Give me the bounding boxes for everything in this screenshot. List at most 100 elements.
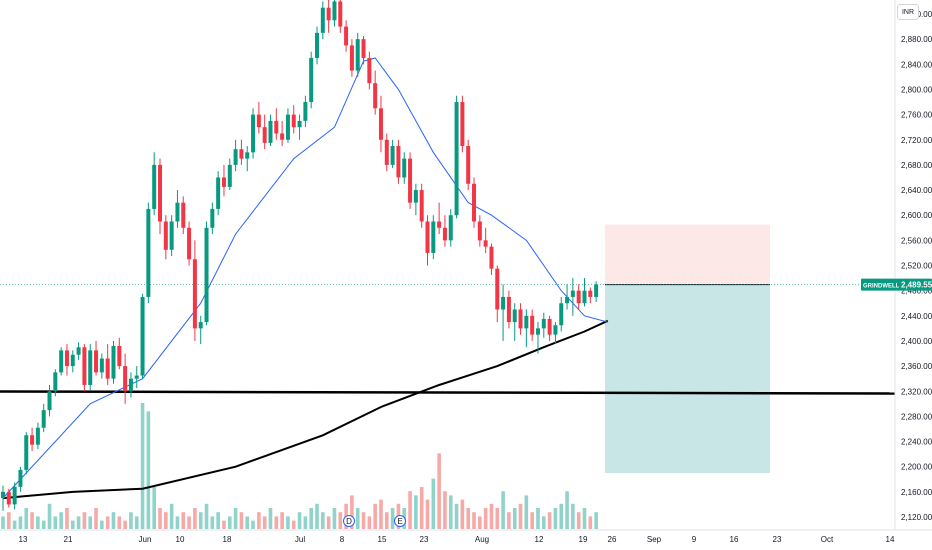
volume-bar — [76, 516, 81, 529]
candle-body — [35, 427, 40, 445]
price-tick-label: 2,440.00 — [901, 312, 932, 321]
candle-body — [262, 127, 267, 143]
volume-bar — [222, 520, 226, 529]
candle-body — [210, 208, 215, 228]
candle-body — [24, 435, 29, 470]
volume-bar — [472, 512, 476, 529]
candle-body — [535, 328, 540, 335]
volume-bar — [251, 520, 255, 529]
volume-bar — [495, 508, 500, 529]
candle-body — [134, 375, 139, 379]
price-tick-label: 2,320.00 — [901, 387, 932, 396]
price-tick-label: 2,280.00 — [901, 412, 932, 421]
time-axis[interactable]: 13 21 Jun 10 18 Jul 8 15 23 Aug 12 19 26 Sep 9 16 23 Oct 1… — [19, 535, 895, 544]
volume-bar — [216, 512, 220, 529]
volume-bar — [384, 512, 389, 529]
candle-body — [181, 202, 186, 228]
volume-bar — [257, 512, 261, 529]
time-tick-label: 16 — [730, 535, 739, 544]
candle-body — [349, 45, 354, 71]
candle-body — [192, 259, 197, 329]
volume-bar — [30, 512, 34, 529]
volume-bar — [408, 491, 412, 529]
candle-body — [506, 296, 511, 323]
long-moving-average-line — [2, 319, 609, 500]
price-tick-label: 2,680.00 — [901, 161, 932, 170]
candle-body — [6, 491, 11, 505]
price-tick-label: 2,520.00 — [901, 262, 932, 271]
volume-bar — [390, 508, 395, 529]
volume-bar — [419, 487, 424, 529]
volume-bar — [105, 516, 110, 529]
volume-bar — [431, 478, 436, 529]
candle-body — [559, 303, 564, 326]
candle-body — [425, 221, 430, 253]
volume-bar — [541, 516, 546, 529]
volume-bar — [7, 512, 11, 529]
candle-body — [64, 350, 69, 367]
time-tick-label: 9 — [692, 535, 697, 544]
time-tick-label: Sep — [647, 535, 662, 544]
volume-bar — [1, 516, 5, 529]
candle-body — [547, 318, 552, 335]
candle-body — [332, 1, 337, 21]
candle-body — [99, 358, 104, 373]
volume-bar — [158, 508, 162, 529]
volume-bar — [41, 520, 46, 529]
candle-body — [187, 227, 192, 260]
candle-body — [245, 152, 250, 159]
candle-body — [466, 146, 471, 184]
currency-button[interactable]: INR — [897, 4, 919, 20]
candle-body — [221, 177, 226, 187]
volume-bar — [582, 508, 587, 529]
time-tick-label: Oct — [821, 535, 834, 544]
volume-bar — [210, 516, 215, 529]
volume-bar — [379, 499, 383, 529]
symbol-badge — [861, 278, 900, 291]
volume-bar — [594, 512, 598, 529]
volume-bar — [146, 411, 151, 529]
candle-body — [280, 133, 285, 140]
volume-bar — [448, 495, 453, 529]
candle-body — [291, 114, 296, 128]
long-position-tool[interactable] — [605, 224, 770, 473]
volume-bar — [53, 516, 58, 529]
candle-body — [408, 158, 413, 203]
volume-bar — [553, 508, 558, 529]
volume-bar — [70, 520, 75, 529]
candle-body — [233, 149, 238, 165]
volume-bar — [169, 503, 174, 529]
volume-bar — [82, 512, 87, 529]
volume-bar — [361, 512, 366, 529]
volume-bar — [309, 508, 313, 529]
candle-body — [152, 164, 157, 209]
symbol-label: GRINDWELL — [863, 284, 900, 290]
candle-body — [82, 347, 87, 385]
volume-bar — [588, 516, 593, 529]
time-tick-label: 26 — [608, 535, 617, 544]
candle-body — [70, 354, 75, 367]
price-tick-label: 2,200.00 — [901, 463, 932, 472]
candle-body — [1, 491, 5, 499]
candle-body — [320, 7, 325, 33]
volume-bar — [547, 512, 552, 529]
volume-bar — [18, 516, 23, 529]
time-tick-label: 10 — [176, 535, 185, 544]
volume-bar — [94, 508, 98, 529]
price-axis[interactable]: 2,120.00 2,160.00 2,200.00 2,240.00 2,280.00… — [901, 10, 932, 522]
volume-bar — [65, 508, 69, 529]
candle-body — [460, 102, 465, 147]
candle-body — [483, 240, 488, 247]
price-badge — [899, 278, 932, 291]
candle-body — [94, 350, 99, 373]
volume-bar — [460, 499, 465, 529]
candle-body — [576, 290, 581, 304]
time-tick-label: 13 — [19, 535, 28, 544]
price-tick-label: 2,400.00 — [901, 337, 932, 346]
volume-bar — [518, 503, 523, 529]
symbol-price-badge: GRINDWELL 2,489.55 — [861, 278, 932, 291]
volume-bar — [239, 512, 244, 529]
volume-bars — [1, 403, 598, 529]
